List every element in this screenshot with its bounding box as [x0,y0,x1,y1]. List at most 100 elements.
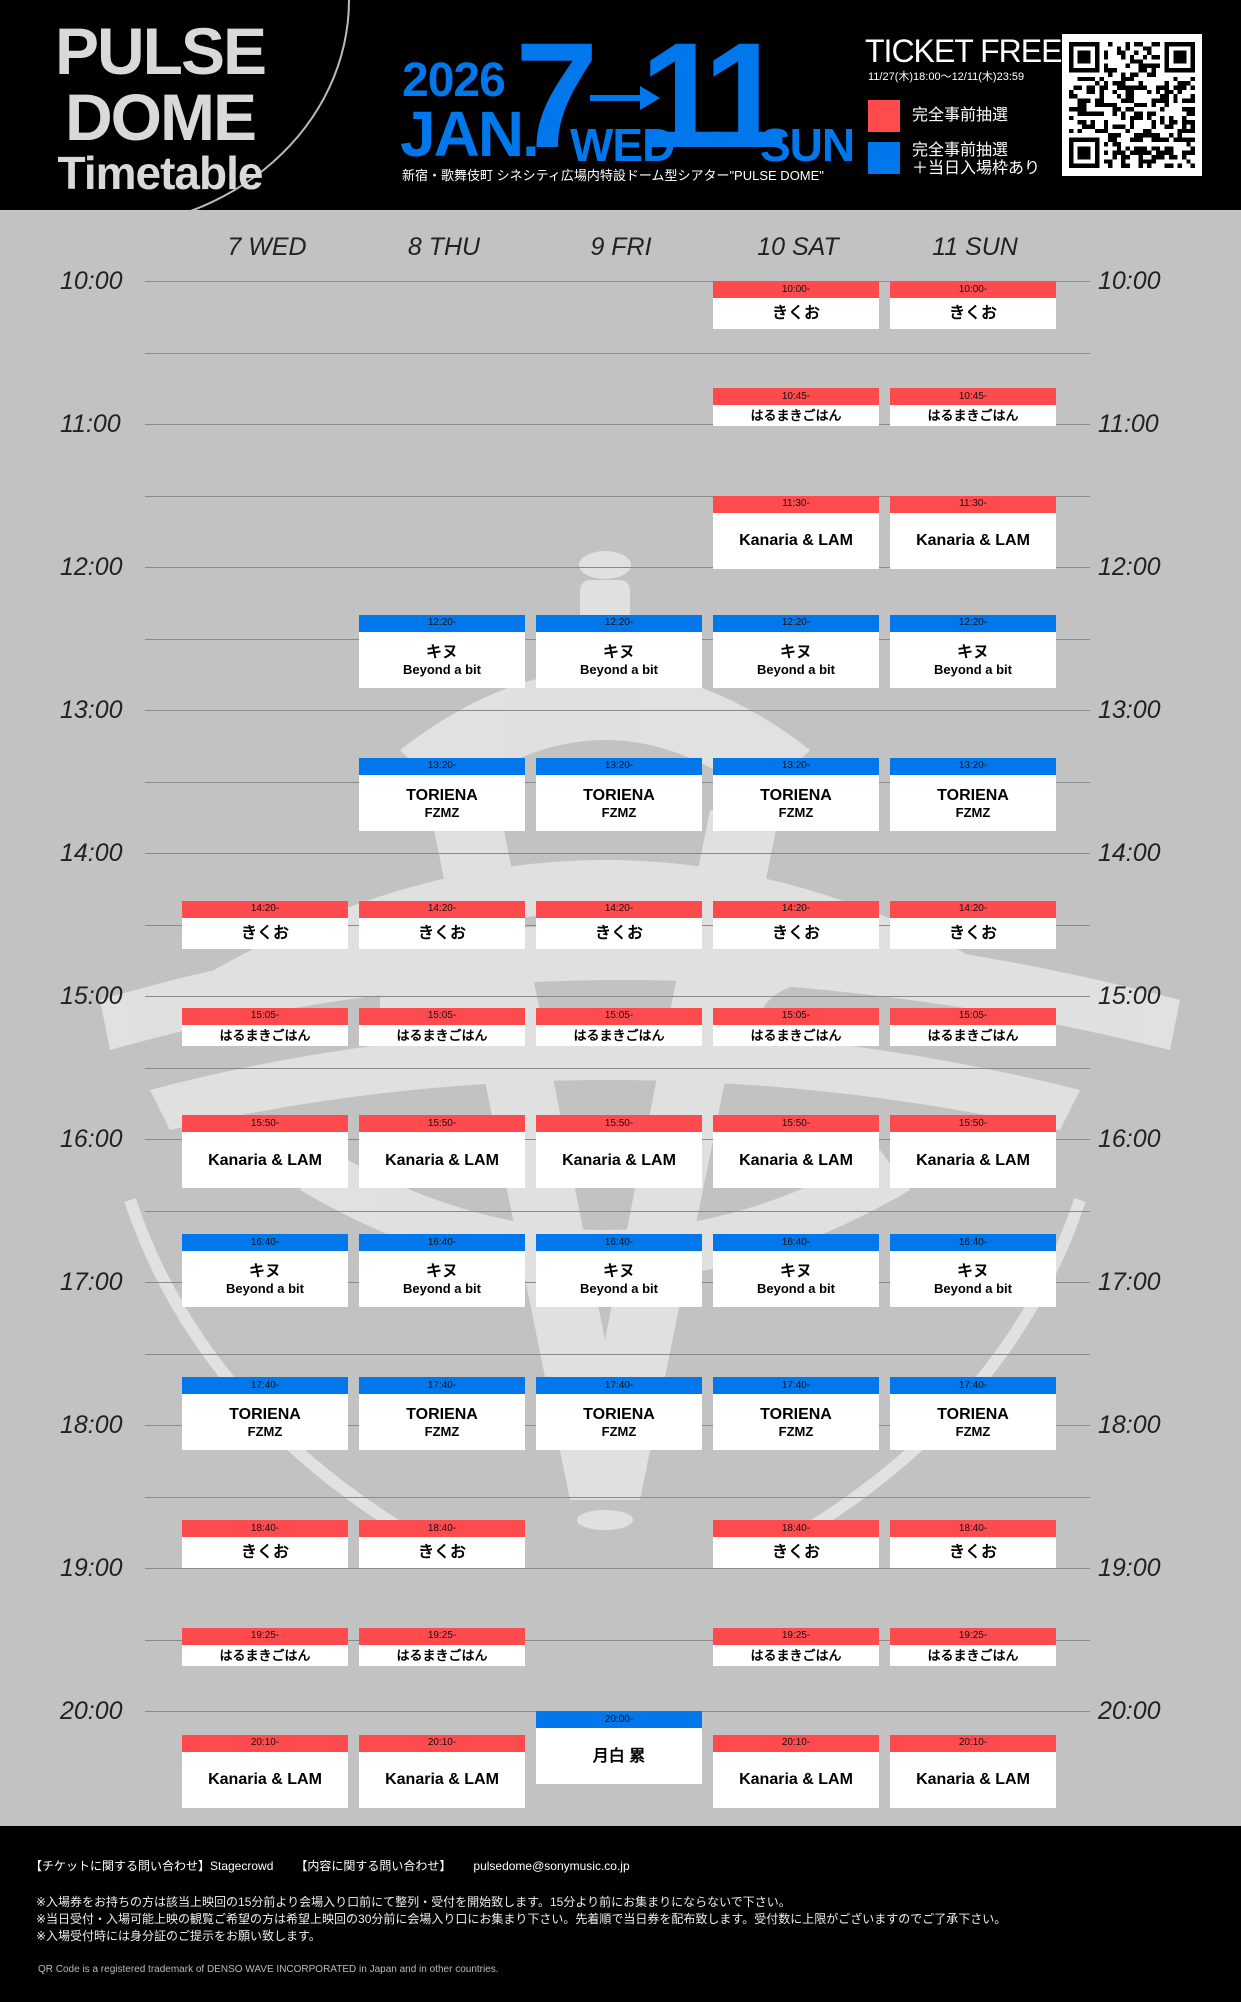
slot-body: きくお [713,1537,879,1568]
slot-time: 11:30- [890,495,1056,513]
program-slot[interactable]: 18:40- きくお [890,1520,1056,1569]
program-slot[interactable]: 10:45- はるまきごはん [713,388,879,427]
slot-time: 11:30- [713,495,879,513]
program-slot[interactable]: 12:20- キヌ Beyond a bit [359,614,525,688]
slot-time: 16:40- [359,1234,525,1252]
program-slot[interactable]: 10:45- はるまきごはん [890,388,1056,427]
slot-time: 14:20- [182,900,348,918]
program-slot[interactable]: 15:05- はるまきごはん [713,1007,879,1046]
program-slot[interactable]: 15:50- Kanaria & LAM [713,1115,879,1189]
program-slot[interactable]: 15:50- Kanaria & LAM [536,1115,702,1189]
slot-body: きくお [359,918,525,949]
program-slot[interactable]: 15:50- Kanaria & LAM [359,1115,525,1189]
program-slot[interactable]: 18:40- きくお [713,1520,879,1569]
program-slot[interactable]: 20:10- Kanaria & LAM [182,1734,348,1808]
time-label-right: 10:00 [1098,267,1161,295]
slot-title: キヌ [602,1263,635,1281]
program-slot[interactable]: 17:40- TORIENA FZMZ [536,1377,702,1451]
event-end-dow: SUN [760,119,855,171]
program-slot[interactable]: 10:00- きくお [713,281,879,329]
slot-body: Kanaria & LAM [713,513,879,569]
program-slot[interactable]: 15:05- はるまきごはん [182,1007,348,1046]
slot-body: はるまきごはん [536,1025,702,1046]
program-slot[interactable]: 11:30- Kanaria & LAM [890,495,1056,569]
legend-blue-label-line2: ＋当日入場枠あり [912,160,1041,177]
slot-time: 15:05- [713,1007,879,1025]
time-label-left: 14:00 [60,839,123,867]
program-slot[interactable]: 19:25- はるまきごはん [182,1627,348,1666]
program-slot[interactable]: 15:50- Kanaria & LAM [182,1115,348,1189]
slot-body: きくお [182,1537,348,1568]
program-slot[interactable]: 10:00- きくお [890,281,1056,329]
slot-body: はるまきごはん [182,1645,348,1666]
program-slot[interactable]: 11:30- Kanaria & LAM [713,495,879,569]
hour-line [145,853,1090,854]
slot-time: 14:20- [890,900,1056,918]
program-slot[interactable]: 14:20- きくお [182,900,348,949]
slot-title: キヌ [956,1263,989,1281]
program-slot[interactable]: 20:10- Kanaria & LAM [890,1734,1056,1808]
slot-title: TORIENA [406,786,478,804]
program-slot[interactable]: 16:40- キヌ Beyond a bit [713,1234,879,1308]
slot-time: 19:25- [359,1627,525,1645]
program-slot[interactable]: 17:40- TORIENA FZMZ [359,1377,525,1451]
time-label-left: 18:00 [60,1411,123,1439]
program-slot[interactable]: 13:20- TORIENA FZMZ [359,757,525,831]
program-slot[interactable]: 18:40- きくお [359,1520,525,1569]
program-slot[interactable]: 16:40- キヌ Beyond a bit [890,1234,1056,1308]
slot-body: Kanaria & LAM [713,1132,879,1188]
slot-time: 17:40- [890,1377,1056,1395]
program-slot[interactable]: 15:05- はるまきごはん [359,1007,525,1046]
slot-body: TORIENA FZMZ [359,775,525,831]
program-slot[interactable]: 16:40- キヌ Beyond a bit [182,1234,348,1308]
program-slot[interactable]: 20:10- Kanaria & LAM [713,1734,879,1808]
program-slot[interactable]: 19:25- はるまきごはん [713,1627,879,1666]
program-slot[interactable]: 16:40- キヌ Beyond a bit [359,1234,525,1308]
program-slot[interactable]: 20:10- Kanaria & LAM [359,1734,525,1808]
slot-subtitle: Beyond a bit [579,1281,658,1297]
slot-subtitle: FZMZ [778,804,814,820]
slot-title: きくお [771,924,820,942]
program-slot[interactable]: 12:20- キヌ Beyond a bit [536,614,702,688]
program-slot[interactable]: 20:00- 月白 累 [536,1711,702,1784]
program-slot[interactable]: 12:20- キヌ Beyond a bit [713,614,879,688]
program-slot[interactable]: 14:20- きくお [890,900,1056,949]
slot-time: 18:40- [890,1520,1056,1538]
slot-title: きくお [417,1544,466,1562]
program-slot[interactable]: 15:50- Kanaria & LAM [890,1115,1056,1189]
qr-code[interactable] [1062,34,1202,176]
slot-time: 16:40- [713,1234,879,1252]
slot-time: 12:20- [890,614,1056,632]
slot-title: きくお [417,924,466,942]
slot-title: Kanaria & LAM [739,1771,853,1789]
slot-body: きくお [890,1537,1056,1568]
slot-body: キヌ Beyond a bit [890,1251,1056,1307]
program-slot[interactable]: 16:40- キヌ Beyond a bit [536,1234,702,1308]
program-slot[interactable]: 19:25- はるまきごはん [890,1627,1056,1666]
program-slot[interactable]: 13:20- TORIENA FZMZ [536,757,702,831]
program-slot[interactable]: 17:40- TORIENA FZMZ [182,1377,348,1451]
program-slot[interactable]: 15:05- はるまきごはん [890,1007,1056,1046]
day-header-8-thu: 8 THU [407,233,481,261]
contact-email-link[interactable]: pulsedome@sonymusic.co.jp [473,1859,630,1873]
slot-title: Kanaria & LAM [739,1151,853,1169]
half-hour-line [145,1353,1090,1355]
program-slot[interactable]: 17:40- TORIENA FZMZ [890,1377,1056,1451]
program-slot[interactable]: 17:40- TORIENA FZMZ [713,1377,879,1451]
program-slot[interactable]: 13:20- TORIENA FZMZ [713,757,879,831]
timetable: 7 WED 8 THU 9 FRI 10 SAT 11 SUN 10:00 10:… [0,210,1241,1826]
footer: 【チケットに関する問い合わせ】Stagecrowd 【内容に関する問い合わせ】 pu… [0,1826,1241,2002]
logo-timetable: Timetable [57,147,264,199]
program-slot[interactable]: 14:20- きくお [536,900,702,949]
time-label-left: 20:00 [60,1697,123,1725]
program-slot[interactable]: 14:20- きくお [713,900,879,949]
program-slot[interactable]: 13:20- TORIENA FZMZ [890,757,1056,831]
hour-line [145,424,1090,425]
program-slot[interactable]: 12:20- キヌ Beyond a bit [890,614,1056,688]
slot-subtitle: Beyond a bit [402,661,481,677]
program-slot[interactable]: 14:20- きくお [359,900,525,949]
slot-title: はるまきごはん [396,1647,488,1663]
program-slot[interactable]: 18:40- きくお [182,1520,348,1569]
program-slot[interactable]: 15:05- はるまきごはん [536,1007,702,1046]
program-slot[interactable]: 19:25- はるまきごはん [359,1627,525,1666]
